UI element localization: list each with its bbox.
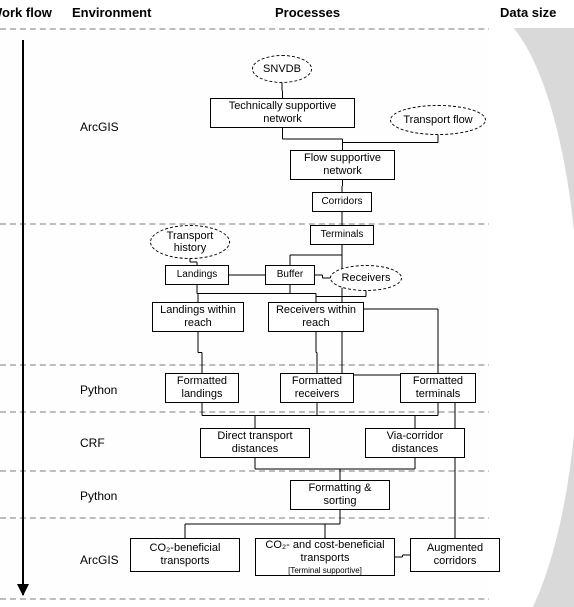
node-fmtrec: Formatted receivers bbox=[280, 373, 354, 403]
hdr-processes: Processes bbox=[275, 5, 340, 20]
header-row: Work flow Environment Processes Data siz… bbox=[0, 5, 574, 25]
env-label: Python bbox=[80, 383, 117, 397]
node-landings: Landings bbox=[165, 265, 229, 285]
node-buffer: Buffer bbox=[265, 265, 315, 285]
node-fmtsort: Formatting & sorting bbox=[290, 480, 390, 510]
node-direct: Direct transport distances bbox=[200, 428, 310, 458]
row-band bbox=[0, 225, 574, 366]
ellipse-tflow: Transport flow bbox=[390, 105, 486, 135]
node-augcorr: Augmented corridors bbox=[410, 538, 500, 572]
node-recwr: Receivers within reach bbox=[268, 302, 364, 332]
ellipse-snvdb: SNVDB bbox=[252, 55, 312, 83]
data-size-indicator bbox=[489, 28, 574, 607]
node-corridors: Corridors bbox=[312, 192, 372, 212]
node-terminals: Terminals bbox=[310, 225, 374, 245]
node-fmtterm: Formatted terminals bbox=[400, 373, 476, 403]
env-label: ArcGIS bbox=[80, 553, 119, 567]
env-label: ArcGIS bbox=[80, 120, 119, 134]
hdr-datasize: Data size bbox=[500, 5, 556, 20]
workflow-arrow bbox=[22, 40, 24, 595]
node-fmtland: Formatted landings bbox=[165, 373, 239, 403]
node-co2cost: CO₂- and cost-beneficial transports[Term… bbox=[255, 538, 395, 576]
node-viacorr: Via-corridor distances bbox=[365, 428, 465, 458]
ellipse-thist: Transport history bbox=[150, 225, 230, 259]
node-techsupp: Technically supportive network bbox=[210, 98, 355, 128]
node-flowsupp: Flow supportive network bbox=[290, 150, 395, 180]
hdr-workflow: Work flow bbox=[0, 5, 52, 20]
node-co2ben: CO₂-beneficial transports bbox=[130, 538, 240, 572]
hdr-environment: Environment bbox=[72, 5, 151, 20]
node-landwr: Landings within reach bbox=[152, 302, 244, 332]
ellipse-receivers: Receivers bbox=[330, 265, 402, 291]
env-label: Python bbox=[80, 489, 117, 503]
env-label: CRF bbox=[80, 436, 105, 450]
